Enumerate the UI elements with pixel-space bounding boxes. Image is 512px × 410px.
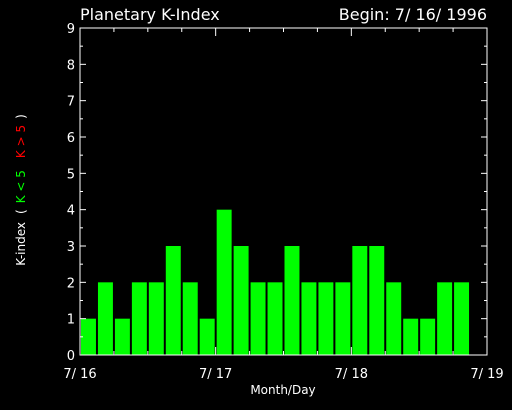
bar <box>284 246 300 355</box>
bar <box>114 318 130 355</box>
x-tick-label: 7/ 17 <box>199 367 232 382</box>
x-tick-label: 7/ 18 <box>335 367 368 382</box>
bar <box>199 318 215 355</box>
bar <box>454 282 470 355</box>
plot-frame <box>79 27 488 356</box>
bar <box>403 318 419 355</box>
y-tick-label: 4 <box>67 204 75 219</box>
y-axis-label-prefix: K-index <box>14 222 28 266</box>
bar <box>97 282 113 355</box>
bar <box>437 282 453 355</box>
y-axis-label: K-index ( K < 5 K > 5) <box>14 114 28 266</box>
y-axis-label-red: K > 5 <box>14 125 28 158</box>
bar <box>420 318 436 355</box>
y-tick-label: 6 <box>67 131 75 146</box>
y-tick-label: 0 <box>67 349 75 364</box>
x-tick-label: 7/ 16 <box>63 367 96 382</box>
bar <box>81 318 96 355</box>
y-tick-label: 8 <box>67 58 75 73</box>
bar <box>369 246 385 355</box>
chart-title: Planetary K-Index <box>80 5 220 24</box>
y-tick-label: 9 <box>67 22 75 37</box>
y-tick-label: 3 <box>67 240 75 255</box>
bars-group <box>81 209 470 355</box>
bar <box>335 282 351 355</box>
bar <box>352 246 368 355</box>
begin-date-label: Begin: 7/ 16/ 1996 <box>339 5 487 24</box>
bar <box>182 282 198 355</box>
bar <box>267 282 283 355</box>
bar <box>165 246 181 355</box>
bar <box>233 246 249 355</box>
y-tick-label: 2 <box>67 276 75 291</box>
bar <box>148 282 164 355</box>
bar <box>250 282 266 355</box>
bar <box>301 282 317 355</box>
bar <box>318 282 334 355</box>
y-axis-label-open: ( <box>14 209 28 214</box>
y-tick-label: 7 <box>67 95 75 110</box>
y-tick-label: 1 <box>67 313 75 328</box>
x-axis-ticks: 7/ 16 7/ 17 7/ 18 7/ 19 <box>63 28 504 382</box>
x-tick-label: 7/ 19 <box>470 367 503 382</box>
bar <box>386 282 402 355</box>
bar <box>131 282 147 355</box>
y-axis-label-green: K < 5 <box>14 170 28 203</box>
x-axis-label: Month/Day <box>250 383 315 397</box>
y-tick-label: 5 <box>67 167 75 182</box>
y-axis-label-close: ) <box>14 114 28 119</box>
bar <box>216 209 232 355</box>
